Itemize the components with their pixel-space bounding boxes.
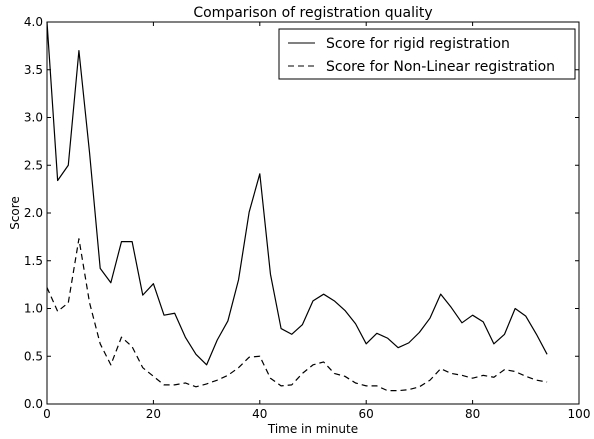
y-tick-label: 4.0 (24, 15, 43, 29)
y-tick-label: 1.0 (24, 302, 43, 316)
plot-frame (46, 21, 580, 405)
chart-title: Comparison of registration quality (193, 5, 432, 21)
y-tick-label: 3.5 (24, 63, 43, 77)
plot-area: 0 20 40 60 80 100 0.0 0.5 1.0 1.5 2.0 2.5 3.0 3.5 4.0 (24, 15, 591, 421)
legend: Score for rigid registration Score for N… (278, 28, 576, 80)
x-tick-label: 60 (359, 407, 374, 421)
series-lines (46, 21, 548, 392)
y-tick-label: 0.0 (24, 397, 43, 411)
x-tick-label: 100 (568, 407, 591, 421)
y-tick-label: 2.0 (24, 206, 43, 220)
y-tick-label: 2.5 (24, 158, 43, 172)
y-tick-label: 0.5 (24, 349, 43, 363)
y-tick-label: 1.5 (24, 254, 43, 268)
y-axis-label: Score (8, 196, 22, 230)
x-tick-label: 80 (465, 407, 480, 421)
series-line-rigid (46, 21, 548, 366)
y-tick-label: 3.0 (24, 111, 43, 125)
series-line-nonlinear (46, 238, 548, 392)
legend-label-rigid: Score for rigid registration (326, 36, 510, 52)
legend-box (278, 28, 576, 80)
x-tick-label: 20 (146, 407, 161, 421)
tick-labels: 0 20 40 60 80 100 0.0 0.5 1.0 1.5 2.0 2.5 3.0 3.5 4.0 (24, 15, 591, 421)
x-tick-label: 40 (252, 407, 267, 421)
legend-label-nonlinear: Score for Non-Linear registration (326, 59, 555, 75)
x-tick-label: 0 (43, 407, 51, 421)
x-axis-label: Time in minute (267, 422, 358, 436)
axis-ticks (46, 21, 580, 405)
